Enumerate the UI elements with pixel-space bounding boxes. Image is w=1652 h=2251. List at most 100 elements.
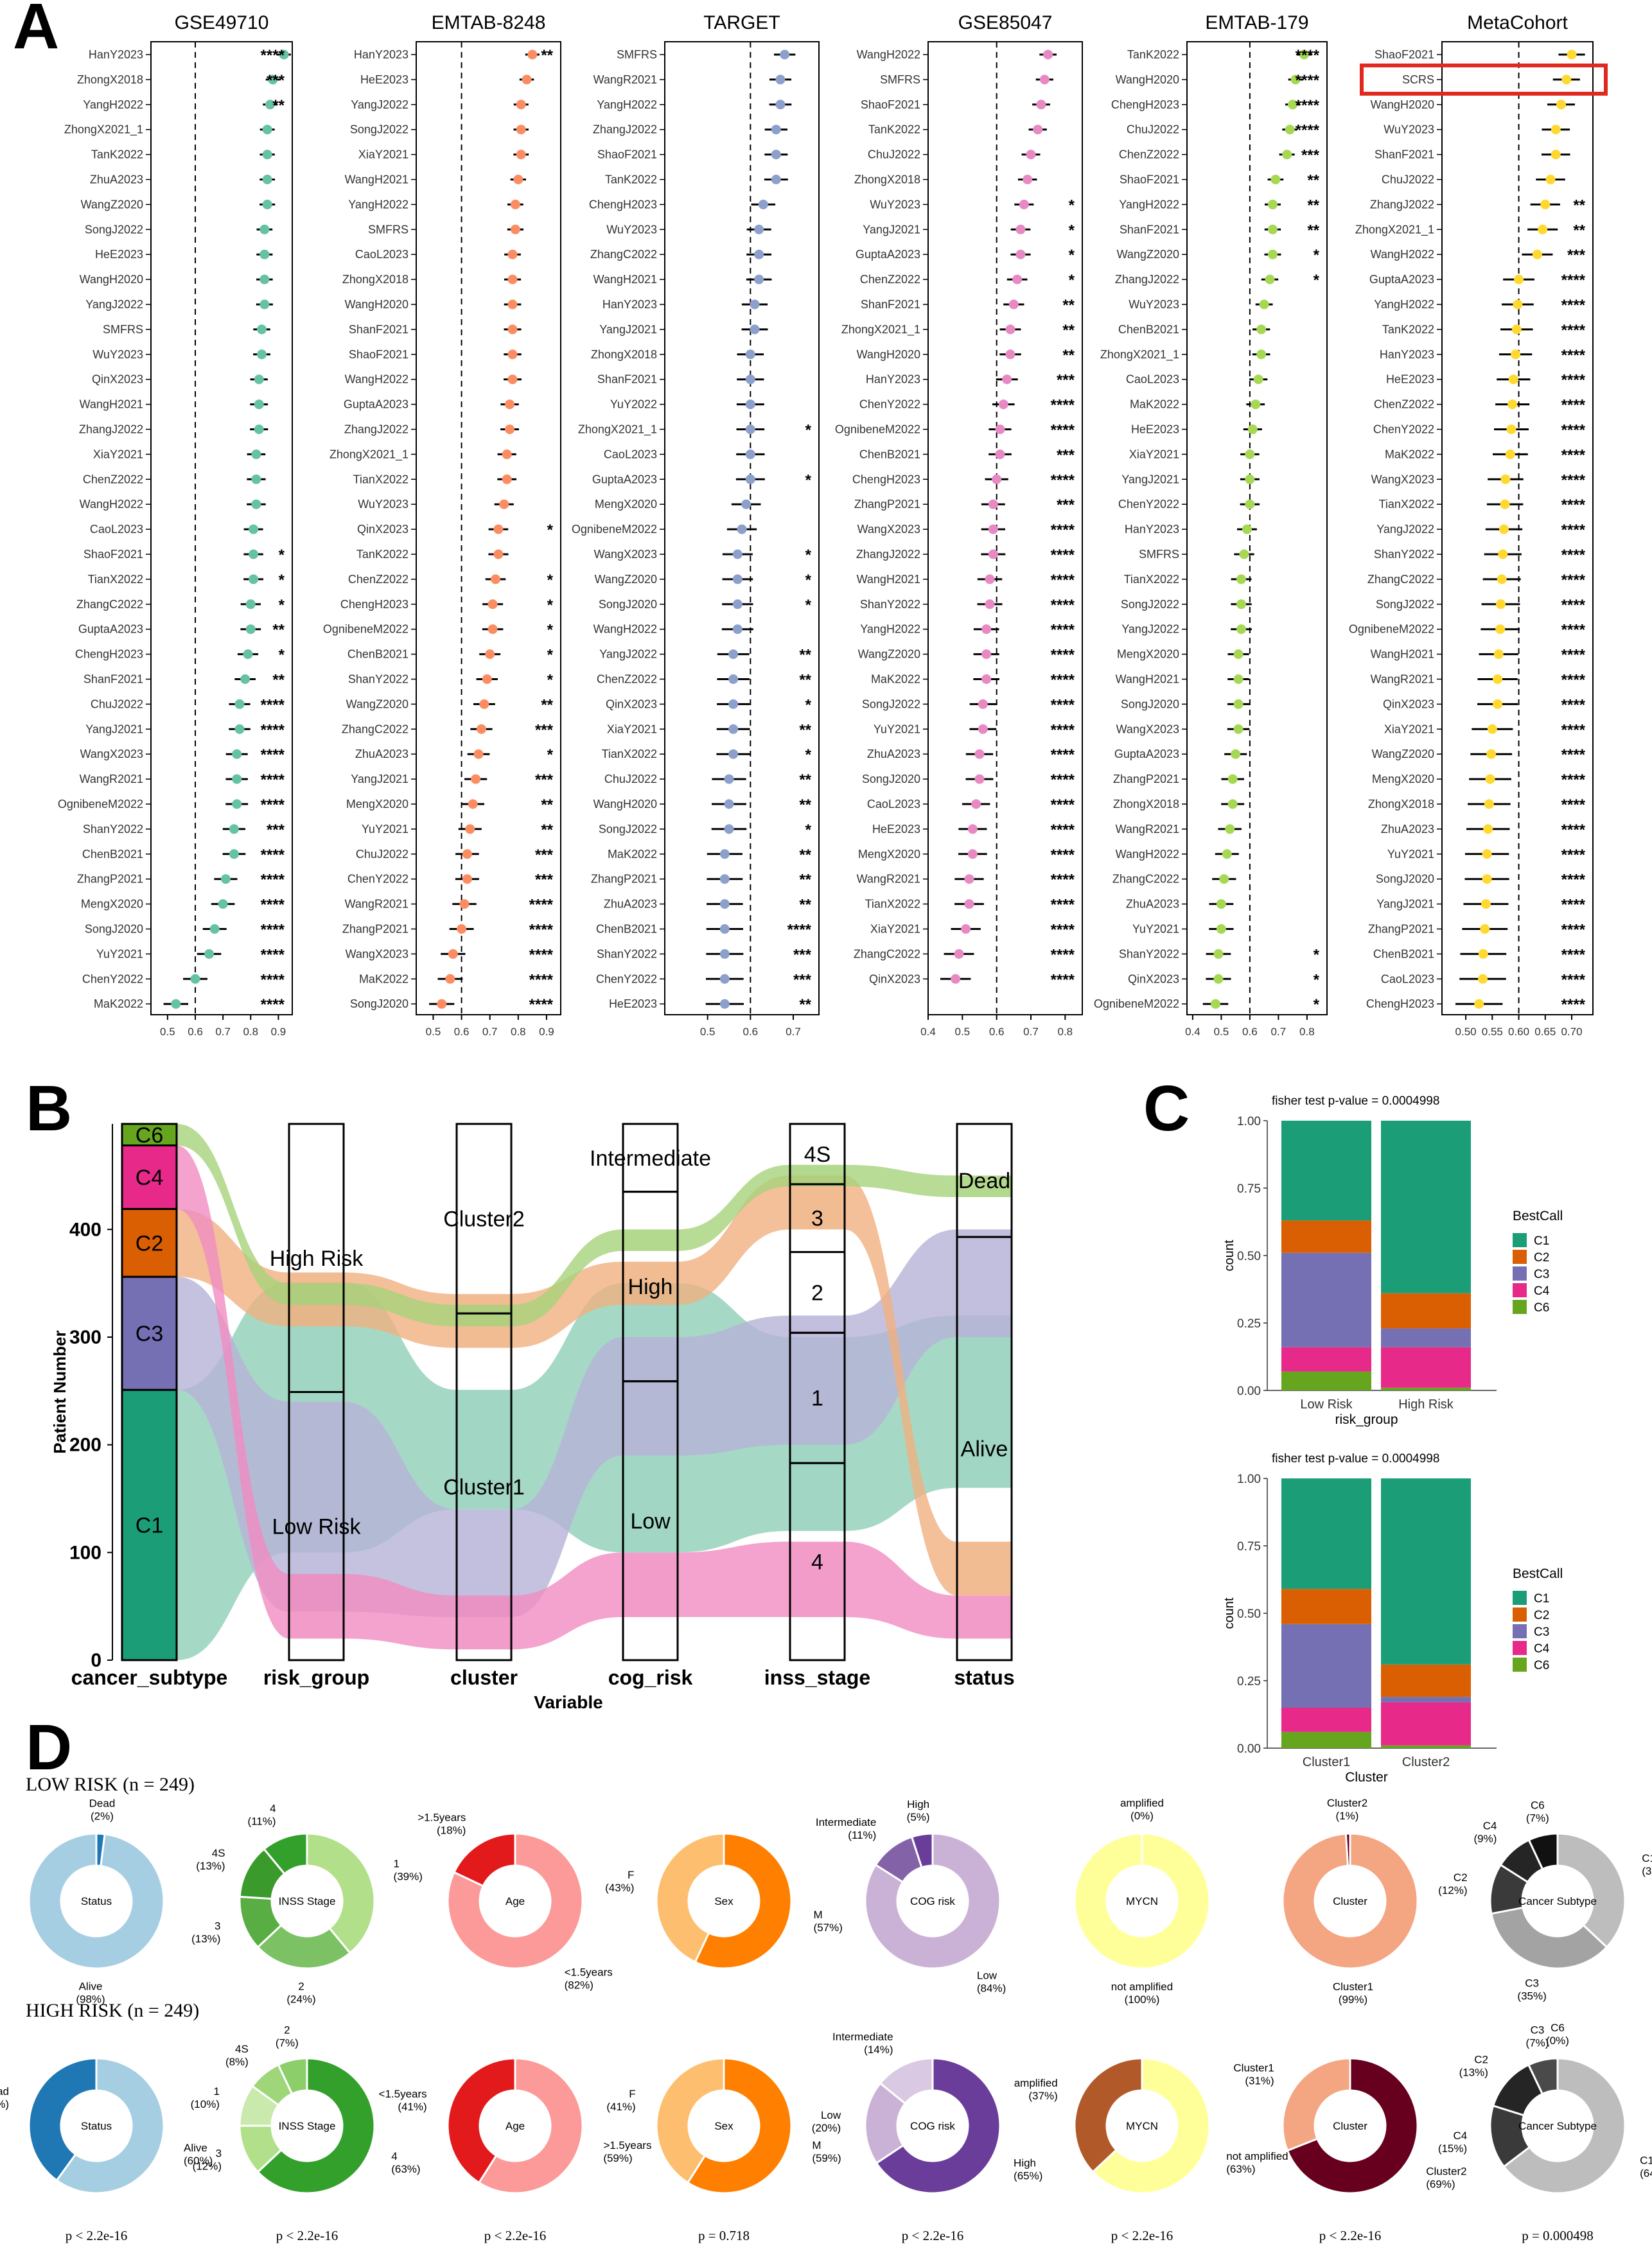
model-label: YangJ2022 (1121, 623, 1179, 636)
model-label: WangH2021 (593, 273, 657, 286)
model-label: WangZ2020 (595, 573, 657, 586)
auc-point (251, 499, 261, 509)
significance-mark: **** (1561, 422, 1586, 439)
model-label: ChenZ2022 (1119, 148, 1179, 161)
significance-mark: ** (799, 871, 811, 889)
slice-label: <1.5years (565, 1966, 613, 1979)
model-label: HanY2023 (1125, 523, 1179, 536)
significance-mark: **** (1561, 622, 1586, 639)
model-label: ShaoF2021 (1120, 173, 1179, 186)
significance-mark: * (805, 422, 812, 439)
auc-point (732, 624, 743, 635)
model-label: ZhongX2018 (854, 173, 920, 186)
x-category-label: inss_stage (764, 1666, 870, 1689)
auc-point (1511, 324, 1522, 335)
model-label: OgnibeneM2022 (835, 423, 920, 436)
donut-center-label: Cancer Subtype (1518, 2120, 1597, 2132)
model-label: YangH2022 (1374, 298, 1434, 311)
auc-point (204, 949, 215, 959)
slice-percent: (82%) (565, 1979, 593, 1992)
significance-mark: **** (1051, 397, 1075, 414)
auc-point (465, 824, 475, 834)
stratum-label: Intermediate (590, 1146, 711, 1171)
auc-point (1242, 524, 1252, 534)
model-label: WangH2021 (345, 173, 409, 186)
significance-mark: **** (261, 996, 285, 1013)
auc-point (249, 574, 259, 584)
auc-point (1239, 549, 1249, 559)
auc-point (1008, 299, 1019, 310)
auc-point (190, 974, 200, 984)
model-label: GuptaA2023 (344, 398, 409, 411)
auc-point (754, 224, 764, 234)
auc-point (1299, 49, 1309, 60)
model-label: WangH2021 (80, 398, 143, 411)
model-label: TanK2022 (605, 173, 657, 186)
forest-title: GSE49710 (175, 12, 269, 33)
auc-point (491, 574, 501, 584)
auc-point (1505, 449, 1515, 459)
significance-mark: ** (799, 897, 811, 914)
significance-mark: **** (1051, 647, 1075, 664)
significance-mark: **** (1051, 672, 1075, 689)
x-tick-label: 0.5 (955, 1026, 971, 1038)
x-tick-label: 0.65 (1534, 1026, 1556, 1038)
model-label: WangZ2020 (81, 198, 143, 211)
model-label: ZhangC2022 (854, 947, 920, 960)
significance-mark: * (1069, 222, 1075, 239)
model-label: QinX2023 (1128, 972, 1179, 985)
model-label: ZhangP2021 (342, 923, 409, 936)
auc-point (1495, 624, 1506, 635)
slice-percent: (98%) (76, 1993, 105, 2006)
donut-slice (28, 1832, 165, 1970)
auc-point (476, 724, 486, 734)
auc-point (234, 724, 245, 734)
y-tick-label: 1.00 (1237, 1115, 1261, 1128)
stratum-box (121, 1275, 178, 1391)
y-tick-label: 1.00 (1237, 1473, 1261, 1486)
significance-mark: **** (1051, 572, 1075, 589)
auc-point (262, 150, 272, 160)
auc-point (724, 799, 734, 809)
auc-point (437, 999, 447, 1009)
stacked-title: fisher test p-value = 0.0004998 (1272, 1452, 1439, 1466)
stratum-label: 3 (811, 1207, 823, 1231)
y-tick-label: 0.25 (1237, 1317, 1261, 1331)
slice-label: 3 (215, 1920, 220, 1932)
model-label: YuY2021 (1387, 848, 1434, 861)
auc-point (1556, 100, 1567, 110)
model-label: ShanF2021 (597, 373, 657, 386)
auc-point (1477, 974, 1488, 984)
legend-swatch (1513, 1607, 1527, 1622)
model-label: WuY2023 (92, 348, 143, 361)
donut-slice (1490, 1906, 1608, 1970)
auc-point (502, 449, 512, 459)
model-label: ZhangJ2022 (593, 123, 657, 136)
slice-percent: (37%) (1642, 1865, 1652, 1877)
model-label: ChuJ2022 (1382, 173, 1434, 186)
auc-point (1043, 49, 1053, 60)
auc-point (719, 949, 730, 959)
auc-point (234, 699, 245, 709)
donut-slice (879, 2057, 934, 2105)
model-label: TianX2022 (88, 573, 143, 586)
model-label: ZhangC2022 (1112, 873, 1179, 886)
significance-mark: * (805, 547, 812, 564)
significance-mark: **** (529, 922, 554, 939)
significance-mark: **** (1296, 72, 1320, 89)
bar-segment-c1 (1381, 1478, 1471, 1665)
auc-point (1015, 249, 1026, 259)
model-label: YangH2022 (348, 198, 409, 211)
significance-mark: *** (1301, 147, 1320, 164)
x-category-label: cancer_subtype (71, 1666, 228, 1689)
significance-mark: ** (1307, 197, 1319, 214)
model-label: SongJ2022 (1121, 598, 1179, 611)
significance-mark: **** (261, 771, 285, 789)
model-label: ZhuA2023 (867, 748, 920, 760)
significance-mark: *** (1057, 372, 1075, 389)
model-label: ChenY2022 (82, 972, 143, 985)
donut-center-label: Cluster (1333, 1895, 1367, 1907)
donut-slice (477, 2057, 584, 2194)
auc-point (1485, 774, 1495, 784)
alluvial-stratum-fill (289, 1283, 344, 1305)
